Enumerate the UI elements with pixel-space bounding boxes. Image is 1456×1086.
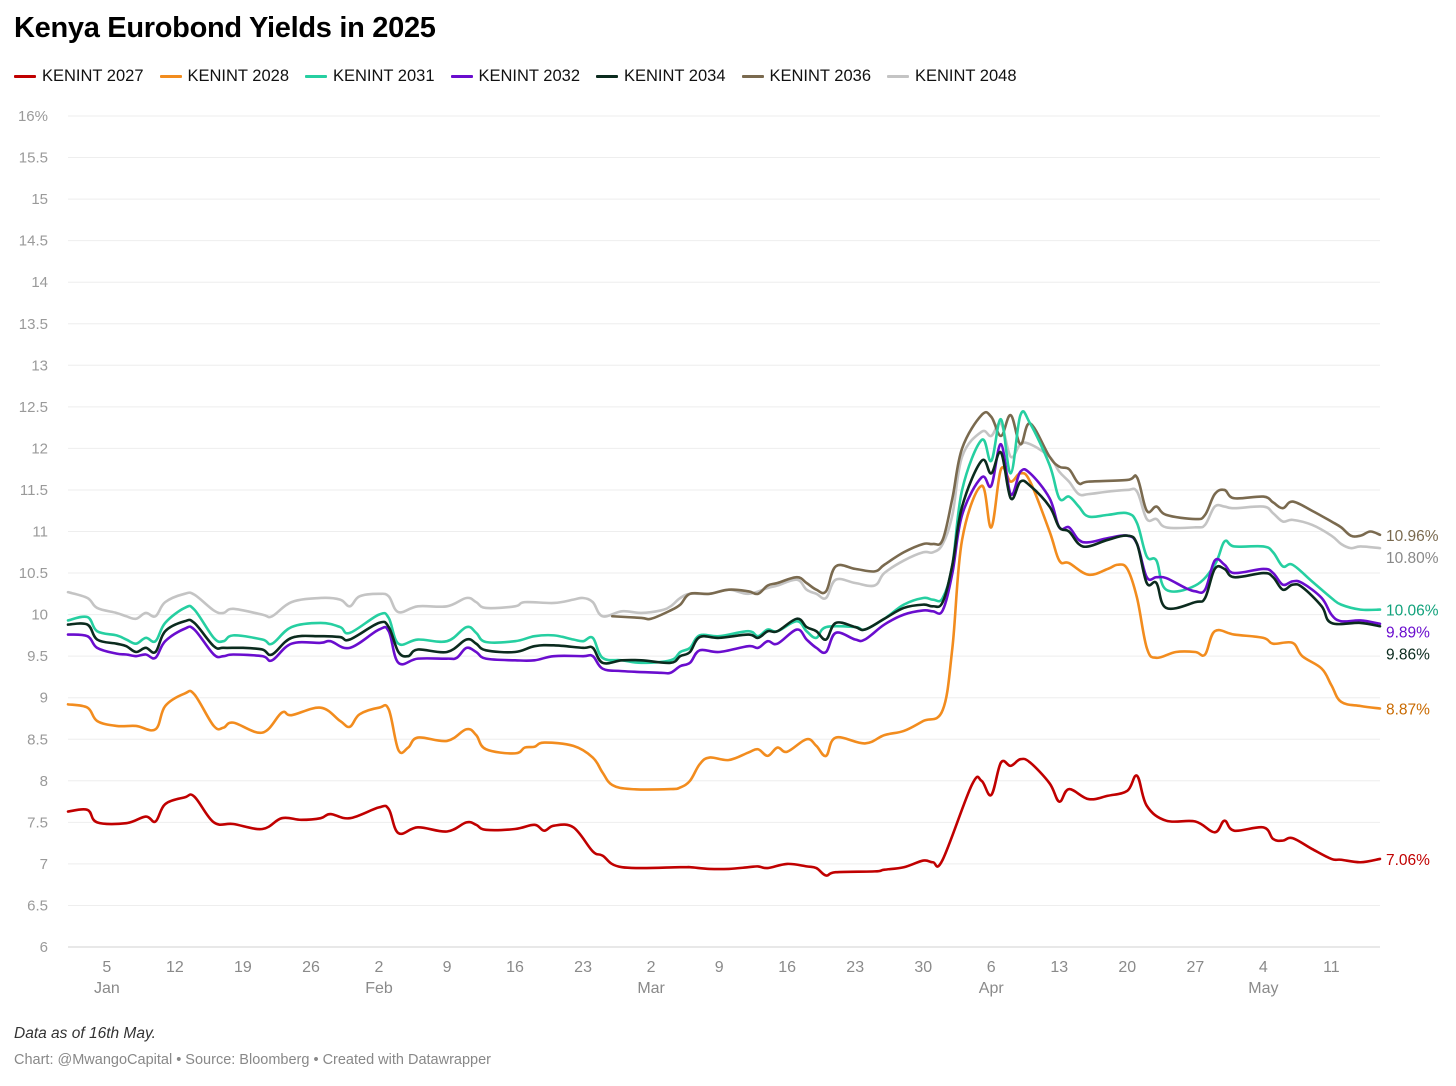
legend-label: KENINT 2027 [42, 67, 144, 85]
x-tick-label: 2 [375, 959, 384, 976]
series-end-label: 8.87% [1386, 702, 1430, 719]
x-tick-label: 5 [102, 959, 111, 976]
series-line [610, 410, 1382, 621]
legend-item: KENINT 2027 [14, 67, 144, 86]
y-tick-label: 15.5 [19, 150, 48, 167]
x-month-label: Feb [365, 980, 393, 997]
series-end-label: 9.89% [1386, 625, 1430, 642]
y-tick-label: 10.5 [19, 565, 48, 582]
y-tick-label: 14 [31, 274, 48, 291]
footnote: Data as of 16th May. [14, 1025, 156, 1042]
legend-label: KENINT 2031 [333, 67, 435, 85]
y-tick-label: 9 [40, 690, 48, 707]
x-tick-label: 26 [302, 959, 320, 976]
x-month-label: Apr [979, 980, 1005, 997]
y-tick-label: 10 [31, 607, 48, 624]
y-tick-label: 11.5 [20, 482, 48, 499]
x-tick-label: 16 [778, 959, 796, 976]
y-tick-label: 15 [31, 191, 48, 208]
y-tick-label: 6 [40, 939, 48, 956]
x-tick-label: 9 [715, 959, 724, 976]
x-tick-label: 16 [506, 959, 524, 976]
x-tick-label: 20 [1118, 959, 1136, 976]
series-end-label: 10.06% [1386, 603, 1439, 620]
end-labels: 10.96% 10.80% 10.06% 9.89% 9.86% 8.87% 7.06% [1386, 528, 1439, 869]
legend-label: KENINT 2036 [769, 67, 872, 85]
x-tick-label: 13 [1050, 959, 1068, 976]
y-tick-label: 6.5 [27, 897, 48, 914]
y-tick-label: 9.5 [27, 648, 48, 665]
y-tick-label: 13.5 [19, 316, 48, 333]
legend-label: KENINT 2032 [478, 67, 581, 85]
legend: KENINT 2027 KENINT 2028 KENINT 2031 KENINT … [14, 67, 1033, 86]
legend-item: KENINT 2034 [596, 67, 726, 86]
legend-item: KENINT 2031 [305, 67, 435, 86]
series-end-label: 10.80% [1386, 550, 1439, 567]
x-tick-label: 4 [1259, 959, 1268, 976]
y-tick-label: 12.5 [19, 399, 48, 416]
legend-swatch [450, 75, 473, 78]
legend-swatch [596, 75, 618, 78]
x-tick-label: 12 [166, 959, 184, 976]
legend-item: KENINT 2032 [450, 67, 581, 86]
legend-swatch [305, 75, 327, 78]
y-tick-label: 7 [40, 856, 48, 873]
series-line [66, 442, 1382, 675]
series-line [66, 757, 1382, 877]
legend-label: KENINT 2028 [187, 67, 290, 85]
series-end-label: 9.86% [1386, 647, 1430, 664]
x-tick-label: 19 [234, 959, 252, 976]
legend-label: KENINT 2048 [915, 67, 1017, 85]
series-lines [66, 410, 1382, 877]
legend-swatch [159, 75, 182, 78]
series-line [66, 450, 1382, 665]
x-tick-label: 11 [1323, 959, 1340, 976]
legend-item: KENINT 2048 [887, 67, 1017, 86]
y-tick-label: 11 [32, 524, 48, 541]
y-tick-label: 14.5 [19, 233, 48, 250]
x-tick-label: 9 [443, 959, 452, 976]
x-month-label: Mar [637, 980, 665, 997]
y-axis-grid: 16% 15.5 15 14.5 14 13.5 13 12.5 12 11.5 11 10.5 10 9… [18, 108, 1380, 956]
y-tick-label: 8 [40, 773, 48, 790]
y-tick-label: 16% [18, 108, 48, 125]
legend-swatch [14, 75, 36, 78]
series-end-label: 10.96% [1386, 528, 1439, 545]
y-tick-label: 13 [31, 357, 48, 374]
series-end-label: 7.06% [1386, 852, 1430, 869]
legend-swatch [741, 75, 764, 78]
x-month-label: Jan [94, 980, 120, 997]
legend-label: KENINT 2034 [624, 67, 726, 85]
y-tick-label: 8.5 [27, 731, 48, 748]
x-tick-label: 27 [1186, 959, 1204, 976]
legend-swatch [887, 75, 909, 78]
x-tick-label: 23 [574, 959, 592, 976]
series-line [66, 421, 1382, 621]
x-tick-label: 2 [647, 959, 656, 976]
x-axis: 5 Jan 12 19 26 2 Feb 9 16 23 2 Mar 9 16 23 30 6 Apr 13 20 27… [94, 959, 1340, 997]
y-tick-label: 7.5 [27, 814, 48, 831]
legend-item: KENINT 2028 [159, 67, 290, 86]
x-tick-label: 30 [914, 959, 932, 976]
x-tick-label: 6 [987, 959, 996, 976]
line-chart: 16% 15.5 15 14.5 14 13.5 13 12.5 12 11.5 11 10.5 10 9… [18, 108, 1439, 997]
series-line [66, 410, 1382, 665]
series-line [66, 466, 1382, 791]
legend-item: KENINT 2036 [741, 67, 872, 86]
y-tick-label: 12 [31, 440, 48, 457]
chart-title: Kenya Eurobond Yields in 2025 [14, 12, 436, 44]
x-month-label: May [1248, 980, 1278, 997]
credits: Chart: @MwangoCapital • Source: Bloomber… [14, 1052, 492, 1068]
x-tick-label: 23 [846, 959, 864, 976]
